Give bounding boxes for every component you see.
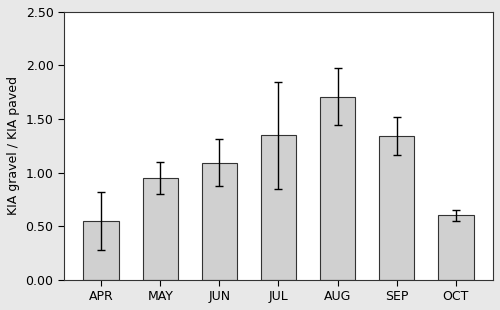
Bar <box>438 215 474 280</box>
Bar <box>261 135 296 280</box>
Bar <box>142 178 178 280</box>
Bar <box>320 96 356 280</box>
Bar <box>202 163 237 280</box>
Y-axis label: KIA gravel / KIA paved: KIA gravel / KIA paved <box>7 76 20 215</box>
Bar <box>84 221 119 280</box>
Bar <box>379 136 414 280</box>
